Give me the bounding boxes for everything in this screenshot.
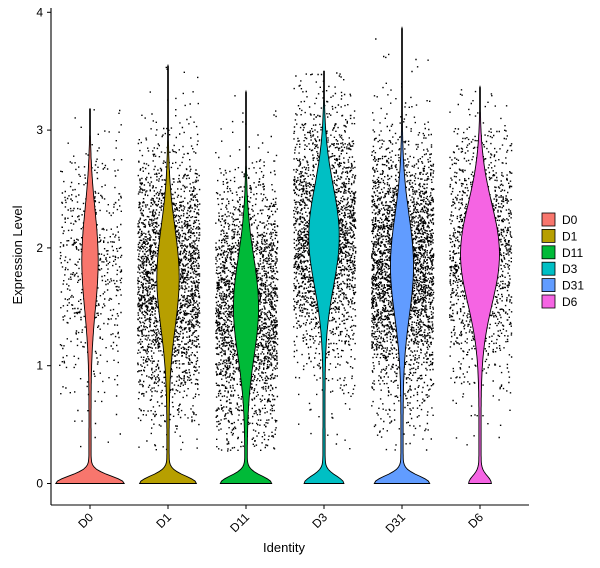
violin-D1 bbox=[138, 63, 198, 484]
x-tick-label: D11 bbox=[227, 510, 252, 535]
x-tick-label: D3 bbox=[309, 510, 330, 531]
points-D11 bbox=[215, 95, 279, 452]
legend-key-D0 bbox=[541, 212, 556, 227]
x-tick-label: D6 bbox=[465, 510, 486, 531]
legend-key-D3 bbox=[541, 261, 556, 276]
jitter-points bbox=[59, 38, 513, 452]
legend-key-D11 bbox=[541, 245, 556, 260]
points-D6 bbox=[449, 89, 513, 446]
violin-D6 bbox=[460, 85, 500, 484]
violin-D11 bbox=[219, 89, 273, 484]
x-tick-label: D31 bbox=[383, 510, 409, 536]
legend-key-D6 bbox=[541, 294, 556, 309]
axes bbox=[50, 8, 529, 506]
y-tick-label: 0 bbox=[36, 477, 43, 491]
legend-label-D0: D0 bbox=[562, 213, 578, 227]
violin-D31 bbox=[373, 26, 431, 484]
legend-key-D1 bbox=[541, 228, 556, 243]
legend: D0 D1 D11 D3 D31 D6 bbox=[541, 212, 584, 309]
y-tick-label: 4 bbox=[36, 5, 43, 19]
legend-label-D11: D11 bbox=[562, 246, 583, 260]
y-ticks: 0 1 2 3 4 bbox=[36, 5, 51, 491]
violins bbox=[54, 26, 500, 484]
legend-label-D6: D6 bbox=[562, 295, 578, 309]
legend-label-D1: D1 bbox=[562, 229, 578, 243]
violin-D0 bbox=[54, 108, 126, 484]
legend-label-D3: D3 bbox=[562, 262, 578, 276]
y-tick-label: 1 bbox=[36, 359, 43, 373]
violin-D3 bbox=[303, 70, 345, 484]
x-axis-title: Identity bbox=[263, 540, 305, 555]
y-tick-label: 2 bbox=[36, 241, 43, 255]
y-axis-title: Expression Level bbox=[10, 205, 25, 304]
x-tick-label: D1 bbox=[153, 510, 174, 531]
x-ticks: D0 D1 D11 D3 D31 D6 bbox=[75, 505, 486, 536]
x-tick-label: D0 bbox=[75, 510, 96, 531]
legend-key-D31 bbox=[541, 278, 556, 293]
y-tick-label: 3 bbox=[36, 123, 43, 137]
legend-label-D31: D31 bbox=[562, 279, 584, 293]
